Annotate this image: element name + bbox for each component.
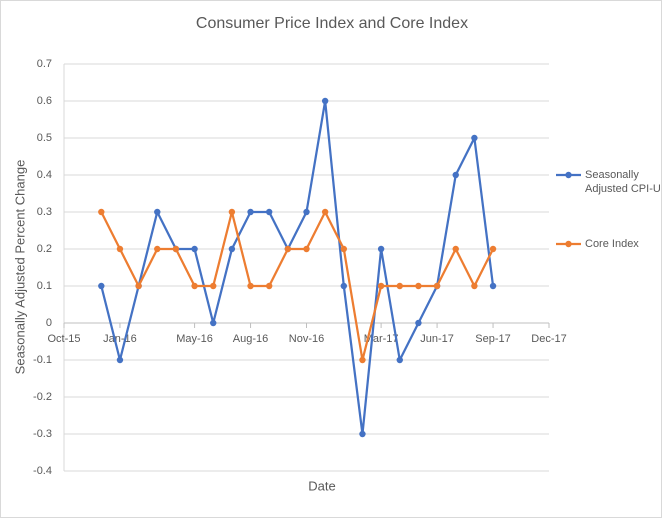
y-tick-label: 0.5 [37,132,52,144]
y-tick-label: 0.6 [37,95,52,107]
y-tick-label: 0.7 [37,58,52,70]
series-line [100,99,495,436]
point [116,245,124,253]
y-tick-label: 0 [46,317,52,329]
legend-marker [565,171,572,179]
y-tick-label: 0.2 [37,243,52,255]
point [321,208,329,216]
y-tick-label: -0.3 [33,428,52,440]
point [247,208,254,216]
point [452,171,459,179]
point [98,208,105,216]
point [135,282,142,290]
point [433,282,441,290]
x-tick-label: Jun-17 [420,333,454,345]
x-axis-label: Date [308,478,335,493]
legend-marker [565,240,572,248]
point [228,208,236,216]
point [359,430,366,438]
x-tick-label: Aug-16 [233,333,268,345]
point [303,245,310,253]
point [191,282,198,290]
legend-label: Seasonally Adjusted CPI-U [585,169,661,195]
y-tick-label: -0.4 [33,465,52,477]
point [340,282,348,290]
point [116,356,124,364]
point [415,319,422,327]
point [210,319,217,327]
point [321,97,329,105]
point [471,134,478,142]
point [340,245,348,253]
series-line [100,210,495,362]
legend-label: Core Index [585,238,639,250]
point [98,282,105,290]
y-tick-label: 0.1 [37,280,52,292]
x-tick-label: Sep-17 [475,333,510,345]
point [154,245,161,253]
point [489,245,497,253]
x-tick-label: Jan-16 [103,333,137,345]
point [471,282,478,290]
y-tick-label: 0.4 [37,169,52,181]
point [154,208,161,216]
point [210,282,217,290]
point [377,282,385,290]
point [303,208,310,216]
point [265,208,273,216]
chart-title: Consumer Price Index and Core Index [196,15,468,32]
point [172,245,180,253]
point [377,245,385,253]
point [396,282,403,290]
y-tick-label: -0.2 [33,391,52,403]
point [415,282,422,290]
point [452,245,459,253]
point [284,245,292,253]
point [359,356,366,364]
x-tick-label: Oct-15 [47,333,80,345]
y-axis-label: Seasonally Adjusted Percent Change [12,160,27,375]
point [265,282,273,290]
point [191,245,198,253]
x-tick-label: Dec-17 [531,333,566,345]
point [396,356,403,364]
y-tick-label: 0.3 [37,206,52,218]
point [228,245,236,253]
x-tick-label: Nov-16 [289,333,324,345]
point [489,282,497,290]
x-tick-label: May-16 [176,333,213,345]
y-tick-label: -0.1 [33,354,52,366]
point [247,282,254,290]
